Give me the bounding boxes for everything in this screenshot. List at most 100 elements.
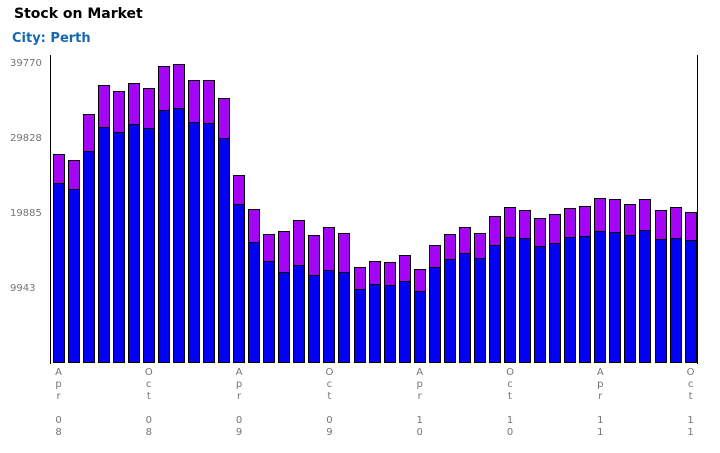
bar-segment-lower (82, 150, 95, 363)
bar-segment-lower (609, 231, 622, 363)
bar-segment-lower (639, 229, 652, 363)
x-tick-char: 0 (235, 415, 243, 427)
stacked-bar (112, 90, 125, 363)
bar-segment-upper (413, 269, 426, 292)
bar-segment-upper (624, 204, 637, 236)
x-tick-char: 8 (55, 427, 62, 439)
x-tick-char: r (56, 391, 61, 403)
bar-segment-upper (639, 199, 652, 231)
bar-segment-upper (308, 235, 321, 276)
bar-segment-upper (398, 254, 411, 282)
y-tick-label: 9943 (10, 282, 36, 294)
stacked-bar (218, 98, 231, 363)
bar-segment-upper (473, 233, 486, 260)
stacked-bar (564, 207, 577, 363)
bar-segment-upper (278, 230, 291, 274)
stacked-bar (624, 204, 637, 363)
bar-segment-upper (609, 199, 622, 233)
x-tick-char: p (235, 379, 243, 391)
x-tick-char: c (507, 379, 513, 391)
x-tick-char: t (146, 391, 151, 403)
x-tick-char (55, 403, 62, 415)
bar-segment-upper (488, 216, 501, 246)
stacked-bar (52, 153, 65, 363)
bar-segment-lower (293, 264, 306, 363)
bar-segment-upper (203, 79, 215, 125)
bar-segment-lower (368, 283, 381, 363)
bar-segment-upper (428, 244, 441, 269)
bar-segment-lower (383, 284, 396, 363)
bar-segment-lower (52, 183, 65, 363)
x-tick-char (506, 403, 514, 415)
bar-segment-lower (187, 121, 200, 363)
stacked-bar (579, 205, 592, 363)
stacked-bar (428, 244, 441, 363)
bar-segment-upper (248, 208, 261, 243)
x-tick-char: c (146, 379, 152, 391)
stacked-bar (248, 208, 261, 363)
stacked-bar (639, 199, 652, 363)
bar-segment-lower (67, 189, 80, 363)
stacked-bar (172, 64, 185, 363)
bar-segment-lower (654, 239, 667, 363)
stacked-bar (654, 210, 667, 363)
bar-segment-lower (579, 236, 592, 363)
stacked-bar (263, 234, 276, 363)
x-tick-char: t (327, 391, 332, 403)
bar-segment-lower (413, 290, 426, 363)
bar-segment-lower (263, 261, 276, 363)
bar-segment-lower (519, 238, 532, 363)
bar-segment-upper (684, 212, 697, 242)
bar-segment-upper (549, 213, 562, 245)
bar-segment-upper (187, 80, 200, 123)
x-tick-char: O (325, 367, 334, 378)
bar-segment-lower (97, 126, 110, 363)
bar-segment-lower (233, 203, 246, 363)
page-title: Stock on Market (14, 6, 143, 22)
bar-segment-lower (248, 241, 261, 363)
x-tick-char: 1 (687, 427, 694, 439)
stacked-bar (97, 84, 110, 363)
bar-segment-lower (323, 269, 336, 363)
bar-segment-upper (293, 219, 306, 266)
x-tick-char: p (597, 379, 604, 391)
x-tick-char: O (686, 367, 695, 378)
x-tick-char (687, 403, 695, 415)
bar-segment-lower (308, 274, 321, 363)
x-tick-char: 0 (326, 415, 333, 427)
bar-segment-lower (112, 131, 125, 363)
bar-segment-lower (669, 238, 682, 363)
bar-segment-upper (564, 207, 577, 239)
bar-segment-upper (323, 227, 336, 271)
stacked-bar (67, 159, 80, 363)
stacked-bar (293, 219, 306, 363)
stacked-bar (233, 174, 246, 363)
city-subtitle: City: Perth (12, 31, 91, 46)
bar-segment-lower (338, 272, 351, 363)
bar-segment-upper (218, 98, 231, 139)
bar-segment-lower (203, 123, 215, 363)
x-tick-char: A (55, 367, 62, 378)
x-tick-char: 0 (145, 415, 152, 427)
stacked-bar (669, 207, 682, 363)
x-tick-char: A (416, 367, 424, 378)
x-tick-char: 9 (235, 427, 243, 439)
x-tick-char (236, 403, 243, 415)
bar-segment-lower (594, 230, 607, 363)
stacked-bar (458, 227, 471, 363)
bar-segment-lower (473, 258, 486, 363)
stacked-bar (127, 83, 140, 363)
bar-segment-upper (338, 233, 351, 274)
bar-segment-lower (534, 245, 547, 363)
x-tick-char: t (688, 391, 693, 403)
x-tick-char: p (55, 379, 62, 391)
x-tick-char: t (508, 391, 512, 403)
bar-segment-upper (368, 261, 381, 285)
